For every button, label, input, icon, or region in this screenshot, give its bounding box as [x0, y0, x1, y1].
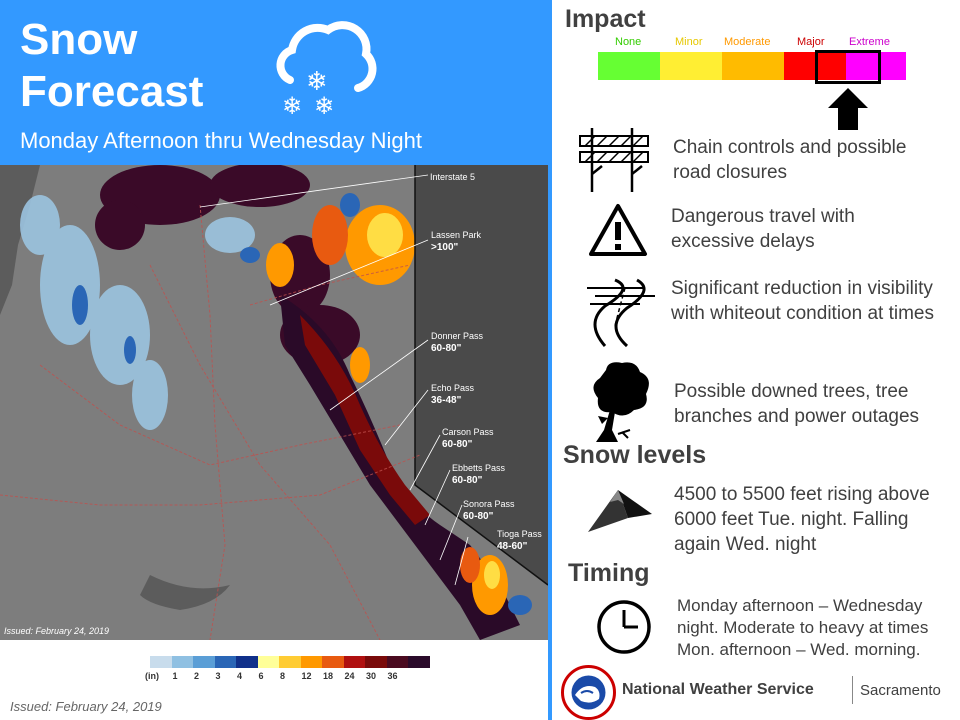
impact-label-major: Major: [797, 36, 825, 48]
map-label-lassen-park: Lassen Park >100": [431, 230, 482, 253]
map-label-carson-pass: Carson Pass 60-80": [442, 427, 494, 450]
impact-text-road-closures: Chain controls and possible road closure…: [673, 137, 907, 183]
nws-agency-name: National Weather Service: [622, 681, 814, 698]
legend-swatch: [386, 656, 408, 668]
legend-tick-label: 4: [237, 671, 243, 681]
impact-label-none: None: [615, 36, 642, 48]
snow-levels-text: 4500 to 5500 feet rising above 6000 feet…: [674, 484, 930, 555]
impact-segment-moderate: [722, 52, 784, 80]
legend-tick-label: 12: [301, 671, 312, 681]
impact-text-visibility: Significant reduction in visibility with…: [671, 278, 934, 324]
legend-swatch: [279, 656, 301, 668]
map-issued-date: Issued: February 24, 2019: [4, 626, 110, 636]
legend-swatch: [322, 656, 344, 668]
legend-tick-label: 18: [323, 671, 334, 681]
legend-swatch: [236, 656, 258, 668]
nws-logo-icon: [561, 665, 616, 720]
legend-tick-label: 36: [387, 671, 398, 681]
snowfall-legend: (in) 1 2 3 4 6 8 12 18 24 30 36: [145, 656, 430, 682]
legend-tick-label: 8: [280, 671, 286, 681]
impact-segment-extreme: [846, 52, 906, 80]
warning-icon: [589, 204, 647, 256]
impact-title: Impact: [565, 5, 646, 33]
snowfall-map: Interstate 5 Lassen Park >100" Donner Pas…: [0, 165, 548, 640]
snow-cloud-icon: ❄ ❄ ❄: [276, 21, 377, 118]
legend-swatch: [257, 656, 279, 668]
legend-swatch: [171, 656, 193, 668]
impact-segment-none: [598, 52, 660, 80]
legend-swatch: [343, 656, 365, 668]
map-label-echo-pass: Echo Pass 36-48": [431, 383, 475, 406]
legend-swatch: [193, 656, 215, 668]
impact-scale-bar: [598, 52, 906, 80]
map-label-donner-pass: Donner Pass 60-80": [431, 331, 484, 354]
map-label-ebbetts-pass: Ebbetts Pass 60-80": [452, 463, 506, 486]
page-subtitle: Monday Afternoon thru Wednesday Night: [20, 128, 422, 153]
map-label-sonora-pass: Sonora Pass 60-80": [463, 499, 515, 522]
page-title: Snow Forecast: [20, 15, 204, 116]
legend-swatch: [365, 656, 387, 668]
impact-label-moderate: Moderate: [724, 36, 771, 48]
panel-divider: [548, 0, 552, 720]
legend-swatch: [408, 656, 430, 668]
nws-office-name: Sacramento: [860, 682, 941, 699]
map-label-tioga-pass: Tioga Pass 48-60": [497, 529, 542, 552]
timing-text: Monday afternoon – Wednesday night. Mode…: [677, 596, 929, 659]
footer-separator: [852, 676, 853, 704]
timing-title: Timing: [568, 559, 650, 587]
impact-text-dangerous-travel: Dangerous travel with excessive delays: [671, 206, 855, 252]
legend-swatch: [150, 656, 172, 668]
mountain-icon: [588, 490, 652, 532]
legend-unit: (in): [145, 671, 159, 681]
legend-tick-label: 2: [194, 671, 200, 681]
legend-tick-label: 6: [258, 671, 264, 681]
legend-swatch: [214, 656, 236, 668]
header-banner: [0, 0, 548, 165]
road-closure-icon: [579, 128, 649, 192]
legend-color-bar: [150, 656, 430, 668]
impact-segment-minor: [660, 52, 722, 80]
impact-label-extreme: Extreme: [849, 36, 890, 48]
impact-label-minor: Minor: [675, 36, 703, 48]
impact-pointer-arrow-icon: [828, 88, 868, 130]
map-graphic: [0, 165, 548, 640]
downed-tree-icon: [593, 362, 649, 442]
legend-tick-label: 1: [172, 671, 178, 681]
clock-icon: [597, 600, 651, 654]
legend-tick-label: 3: [215, 671, 221, 681]
svg-text:❄: ❄: [306, 67, 328, 97]
legend-swatch: [300, 656, 322, 668]
legend-tick-label: 30: [366, 671, 377, 681]
legend-tick-labels: (in) 1 2 3 4 6 8 12 18 24 30 36: [145, 668, 430, 682]
snow-levels-title: Snow levels: [563, 441, 707, 469]
impact-text-downed-trees: Possible downed trees, tree branches and…: [674, 381, 920, 427]
svg-text:❄: ❄: [282, 92, 302, 118]
legend-tick-label: 24: [344, 671, 355, 681]
map-label-interstate-5: Interstate 5: [430, 172, 476, 182]
svg-text:❄: ❄: [314, 92, 334, 118]
whiteout-road-icon: [587, 278, 655, 348]
impact-selected-box: [815, 50, 881, 84]
issued-date: Issued: February 24, 2019: [10, 699, 162, 714]
